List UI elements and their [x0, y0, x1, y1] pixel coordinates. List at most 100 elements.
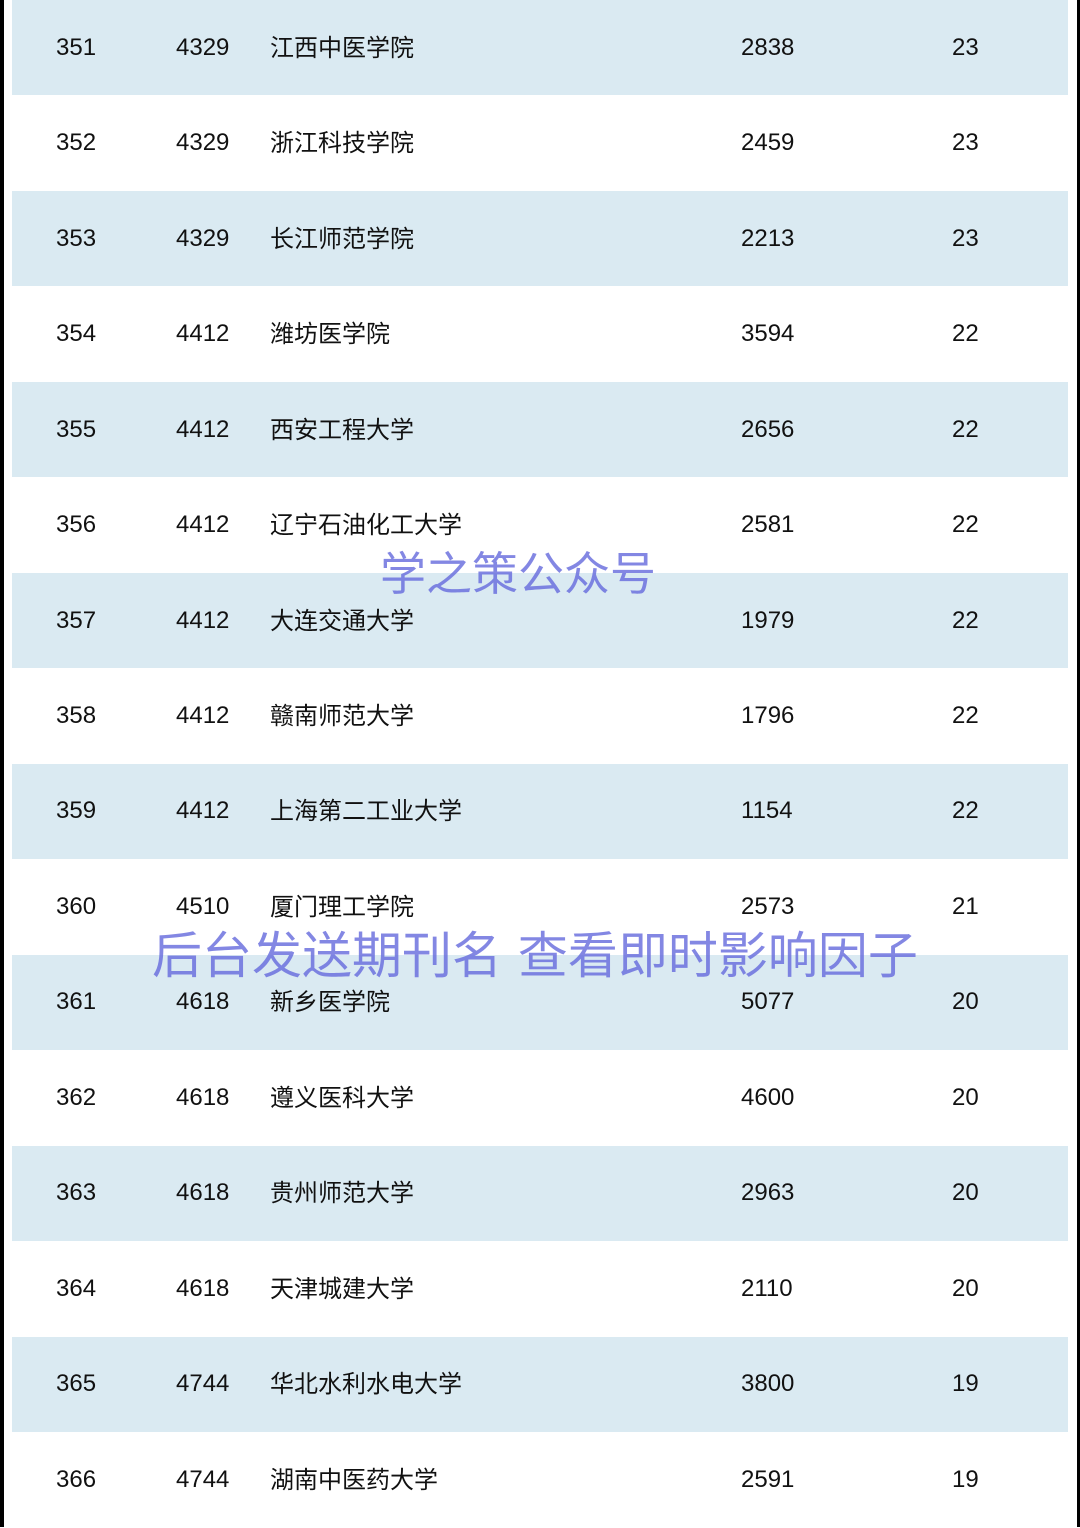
table-row: 354 4412 潍坊医学院 3594 22 [12, 286, 1068, 381]
value-cell: 1979 [741, 606, 795, 634]
score-cell: 4329 [176, 129, 230, 157]
table-row: 363 4618 贵州师范大学 2963 20 [12, 1145, 1068, 1242]
score-cell: 4329 [176, 33, 230, 61]
rank-cell: 366 [56, 1465, 97, 1493]
score-cell: 4618 [176, 988, 230, 1016]
table-row: 351 4329 江西中医学院 2838 23 [12, 0, 1068, 96]
name-cell: 辽宁石油化工大学 [270, 510, 462, 539]
count-cell: 20 [952, 988, 979, 1016]
count-cell: 22 [952, 415, 979, 443]
rank-cell: 353 [56, 224, 97, 252]
name-cell: 江西中医学院 [270, 33, 414, 62]
count-cell: 22 [952, 606, 979, 634]
rank-cell: 365 [56, 1370, 97, 1398]
value-cell: 2459 [741, 129, 795, 157]
score-cell: 4744 [176, 1465, 230, 1493]
rank-cell: 360 [56, 892, 97, 920]
table-row: 359 4412 上海第二工业大学 1154 22 [12, 763, 1068, 860]
count-cell: 23 [952, 224, 979, 252]
rank-cell: 355 [56, 415, 97, 443]
value-cell: 2581 [741, 510, 795, 538]
table-row: 362 4618 遵义医科大学 4600 20 [12, 1050, 1068, 1145]
count-cell: 22 [952, 510, 979, 538]
score-cell: 4412 [176, 319, 230, 347]
value-cell: 3594 [741, 319, 795, 347]
count-cell: 23 [952, 33, 979, 61]
value-cell: 2656 [741, 415, 795, 443]
count-cell: 20 [952, 1179, 979, 1207]
watermark-account: 学之策公众号 [380, 547, 656, 601]
left-border [0, 0, 4, 1527]
score-cell: 4510 [176, 892, 230, 920]
rank-cell: 364 [56, 1274, 97, 1302]
name-cell: 新乡医学院 [270, 988, 390, 1017]
rank-cell: 363 [56, 1179, 97, 1207]
name-cell: 天津城建大学 [270, 1274, 414, 1303]
count-cell: 21 [952, 892, 979, 920]
score-cell: 4412 [176, 606, 230, 634]
value-cell: 2838 [741, 33, 795, 61]
value-cell: 2573 [741, 892, 795, 920]
count-cell: 19 [952, 1370, 979, 1398]
rank-cell: 362 [56, 1083, 97, 1111]
count-cell: 20 [952, 1083, 979, 1111]
watermark-notice: 后台发送期刊名 查看即时影响因子 [152, 927, 918, 985]
value-cell: 1796 [741, 701, 795, 729]
table-row: 352 4329 浙江科技学院 2459 23 [12, 95, 1068, 190]
name-cell: 遵义医科大学 [270, 1083, 414, 1112]
ranking-table: 351 4329 江西中医学院 2838 23 352 4329 浙江科技学院 2459 23 35… [12, 0, 1068, 1528]
count-cell: 22 [952, 701, 979, 729]
name-cell: 华北水利水电大学 [270, 1370, 462, 1399]
count-cell: 22 [952, 797, 979, 825]
table-row: 357 4412 大连交通大学 1979 22 [12, 572, 1068, 669]
value-cell: 5077 [741, 988, 795, 1016]
rank-cell: 356 [56, 510, 97, 538]
count-cell: 22 [952, 319, 979, 347]
name-cell: 上海第二工业大学 [270, 797, 462, 826]
value-cell: 2213 [741, 224, 795, 252]
name-cell: 厦门理工学院 [270, 892, 414, 921]
rank-cell: 354 [56, 319, 97, 347]
score-cell: 4744 [176, 1370, 230, 1398]
table-row: 365 4744 华北水利水电大学 3800 19 [12, 1336, 1068, 1433]
score-cell: 4618 [176, 1083, 230, 1111]
rank-cell: 358 [56, 701, 97, 729]
value-cell: 2591 [741, 1465, 795, 1493]
score-cell: 4412 [176, 797, 230, 825]
value-cell: 2963 [741, 1179, 795, 1207]
value-cell: 3800 [741, 1370, 795, 1398]
table-row: 366 4744 湖南中医药大学 2591 19 [12, 1432, 1068, 1527]
count-cell: 19 [952, 1465, 979, 1493]
table-row: 356 4412 辽宁石油化工大学 2581 22 [12, 477, 1068, 572]
value-cell: 4600 [741, 1083, 795, 1111]
count-cell: 23 [952, 129, 979, 157]
name-cell: 西安工程大学 [270, 415, 414, 444]
rank-cell: 352 [56, 129, 97, 157]
score-cell: 4618 [176, 1179, 230, 1207]
table-row: 355 4412 西安工程大学 2656 22 [12, 381, 1068, 478]
table-row: 358 4412 赣南师范大学 1796 22 [12, 668, 1068, 763]
count-cell: 20 [952, 1274, 979, 1302]
score-cell: 4412 [176, 701, 230, 729]
table-row: 353 4329 长江师范学院 2213 23 [12, 190, 1068, 287]
table-row: 364 4618 天津城建大学 2110 20 [12, 1241, 1068, 1336]
name-cell: 长江师范学院 [270, 224, 414, 253]
name-cell: 湖南中医药大学 [270, 1465, 438, 1494]
name-cell: 潍坊医学院 [270, 319, 390, 348]
score-cell: 4412 [176, 415, 230, 443]
value-cell: 2110 [741, 1274, 793, 1302]
table-row: 361 4618 新乡医学院 5077 20 [12, 954, 1068, 1051]
value-cell: 1154 [741, 797, 793, 825]
rank-cell: 359 [56, 797, 97, 825]
name-cell: 贵州师范大学 [270, 1179, 414, 1208]
name-cell: 浙江科技学院 [270, 129, 414, 158]
rank-cell: 361 [56, 988, 97, 1016]
score-cell: 4329 [176, 224, 230, 252]
score-cell: 4618 [176, 1274, 230, 1302]
rank-cell: 351 [56, 33, 97, 61]
right-border [1077, 0, 1080, 1527]
table-row: 360 4510 厦门理工学院 2573 21 [12, 859, 1068, 954]
name-cell: 赣南师范大学 [270, 701, 414, 730]
score-cell: 4412 [176, 510, 230, 538]
name-cell: 大连交通大学 [270, 606, 414, 635]
